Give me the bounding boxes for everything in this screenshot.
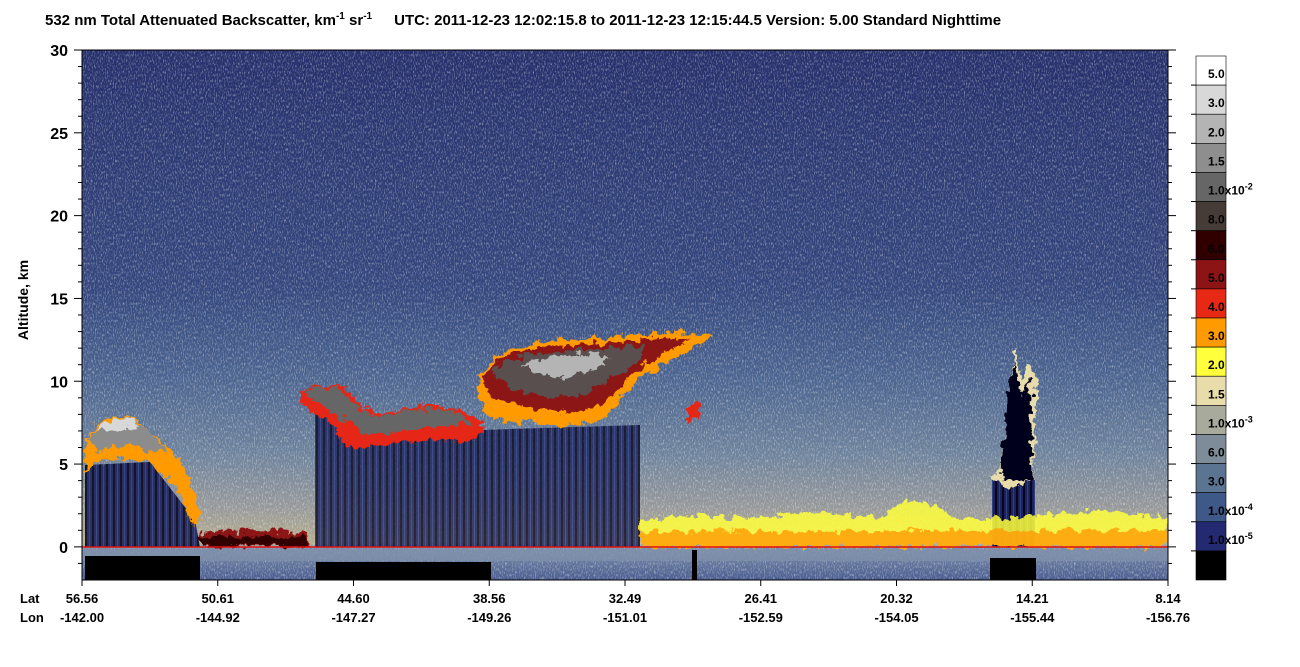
colorbar-box xyxy=(1195,230,1227,261)
colorbar-label: 2.0 xyxy=(1208,125,1225,139)
colorbar-label: 4.0 xyxy=(1208,300,1225,314)
colorbar-box xyxy=(1195,492,1227,523)
y-tick-label: 5 xyxy=(59,457,68,474)
colorbar-label: 1.5 xyxy=(1208,387,1225,401)
colorbar-label: 5.0 xyxy=(1208,271,1225,285)
colorbar-box xyxy=(1195,288,1227,319)
y-tick-label: 0 xyxy=(59,540,68,557)
y-tick-label: 10 xyxy=(50,374,68,391)
lon-label: -144.92 xyxy=(196,610,240,625)
y-axis-label: Altitude, km xyxy=(15,260,31,340)
lat-label: 32.49 xyxy=(609,591,642,606)
lat-label: 8.14 xyxy=(1155,591,1181,606)
lon-label: -156.76 xyxy=(1146,610,1190,625)
x-row-label: Lon xyxy=(20,610,44,625)
colorbar-box xyxy=(1195,521,1227,552)
colorbar-box xyxy=(1195,405,1227,435)
y-tick-label: 15 xyxy=(50,291,68,308)
lat-label: 26.41 xyxy=(744,591,777,606)
y-tick-label: 20 xyxy=(50,209,68,226)
colorbar-box xyxy=(1195,259,1227,290)
colorbar-label: 1.0x10-3 xyxy=(1208,414,1253,430)
lon-label: -142.00 xyxy=(60,610,104,625)
colorbar-label: 1.0x10-2 xyxy=(1208,182,1253,198)
colorbar-label: 1.0x10-5 xyxy=(1208,531,1253,547)
colorbar-label: 3.0 xyxy=(1208,96,1225,110)
colorbar-box xyxy=(1195,113,1227,144)
colorbar-label: 2.0 xyxy=(1208,358,1225,372)
colorbar-label: 3.0 xyxy=(1208,475,1225,489)
lat-label: 44.60 xyxy=(337,591,370,606)
lat-label: 38.56 xyxy=(473,591,506,606)
x-row-label: Lat xyxy=(20,591,40,606)
colorbar-box xyxy=(1195,317,1227,348)
colorbar-label: 6.0 xyxy=(1208,446,1225,460)
lon-label: -147.27 xyxy=(331,610,375,625)
lon-label: -154.05 xyxy=(874,610,918,625)
lat-label: 50.61 xyxy=(201,591,234,606)
y-tick-label: 30 xyxy=(50,43,68,60)
colorbar-box xyxy=(1195,550,1227,581)
colorbar-label: 1.0x10-4 xyxy=(1208,502,1253,518)
lon-label: -155.44 xyxy=(1010,610,1055,625)
colorbar-label: 6.0 xyxy=(1208,242,1225,256)
colorbar-label: 3.0 xyxy=(1208,329,1225,343)
backscatter-image xyxy=(82,50,1168,580)
colorbar-box xyxy=(1195,84,1227,115)
colorbar-label: 8.0 xyxy=(1208,213,1225,227)
lat-label: 20.32 xyxy=(880,591,913,606)
lon-label: -151.01 xyxy=(603,610,647,625)
y-tick-label: 25 xyxy=(50,126,68,143)
colorbar-box xyxy=(1195,55,1227,86)
colorbar-box xyxy=(1195,375,1227,406)
colorbar-box xyxy=(1195,143,1227,173)
colorbar-label: 5.0 xyxy=(1208,67,1225,81)
chart-title: 532 nm Total Attenuated Backscatter, km-… xyxy=(45,11,1001,29)
lon-label: -152.59 xyxy=(739,610,783,625)
lat-label: 56.56 xyxy=(66,591,99,606)
lat-label: 14.21 xyxy=(1016,591,1049,606)
colorbar-box xyxy=(1195,346,1227,377)
lon-label: -149.26 xyxy=(467,610,511,625)
colorbar-label: 1.5 xyxy=(1208,154,1225,168)
